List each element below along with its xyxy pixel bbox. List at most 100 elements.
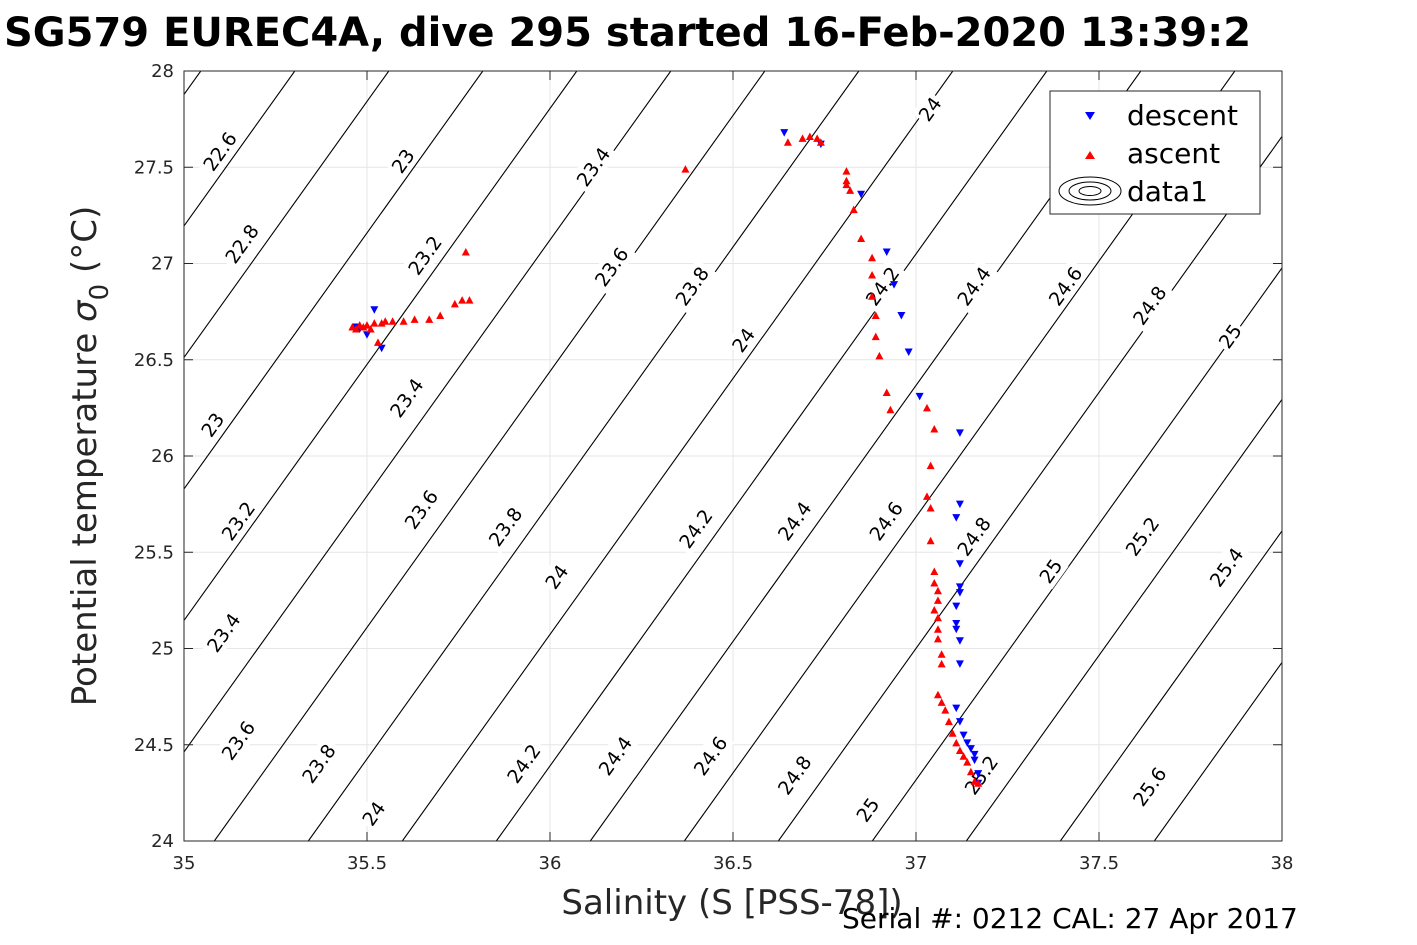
ascent-point [933, 613, 942, 622]
descent-point [780, 129, 789, 137]
ascent-point [366, 324, 375, 333]
isopycnal-line [871, 267, 1282, 841]
descent-point [970, 750, 979, 759]
legend-box [1049, 90, 1261, 215]
ascent-point [352, 324, 361, 333]
ascent-point [955, 746, 964, 755]
ascent-point [373, 338, 382, 346]
ascent-point [805, 132, 814, 140]
contour-label-bg [480, 499, 530, 554]
isopycnal-line [184, 71, 390, 359]
contour-label-bg [587, 239, 636, 295]
ascent-point [948, 729, 957, 737]
isopycnal-line [0, 71, 13, 841]
contour-label-bg [590, 728, 640, 784]
ascent-point [937, 659, 946, 668]
y-axis-label-sigma: σ [65, 299, 105, 322]
descent-point [952, 619, 961, 628]
descent-point [882, 248, 891, 256]
contour-label-bg [1125, 759, 1174, 814]
descent-point [952, 602, 961, 611]
ascent-point [857, 234, 866, 242]
descent-point [955, 660, 964, 668]
ascent-point [926, 461, 935, 470]
descent-point [857, 190, 866, 199]
ascent-point [952, 738, 961, 747]
contour-label-bg [1032, 552, 1069, 590]
isopycnal-line [495, 71, 1048, 841]
ascent-point [930, 425, 939, 433]
ascent-point [842, 176, 851, 185]
descent-point [377, 344, 386, 353]
y-tick-label: 27.5 [134, 157, 174, 178]
contour-label-bg [667, 258, 717, 314]
x-tick-label: 37.5 [1079, 853, 1119, 874]
contour-label-bg [770, 747, 819, 803]
isopycnal-line [184, 71, 578, 622]
ascent-point [930, 567, 939, 575]
y-tick-label: 26 [151, 446, 174, 467]
isopycnal-line [589, 71, 1142, 841]
ascent-point [461, 247, 470, 256]
isopycnal-line [401, 71, 954, 841]
ascent-point [930, 606, 939, 614]
descent-point [970, 756, 979, 765]
contour-label-bg [1125, 277, 1174, 333]
ascent-point [846, 186, 855, 194]
ascent-point [933, 586, 942, 595]
y-tick-label: 25.5 [134, 542, 174, 563]
contour-label-bg [956, 747, 1006, 803]
descent-point [897, 311, 906, 320]
contour-label-bg [1201, 539, 1251, 595]
ascent-point [381, 317, 390, 325]
ascent-point [370, 319, 379, 327]
axis-ticks: 35 35.5 36 36.5 37 37.5 38 24 24.5 25 25.5 26 26.5 27… [134, 61, 1294, 874]
ascent-point [849, 205, 858, 214]
legend-data1-marker [1058, 176, 1122, 206]
x-tick-label: 37 [905, 853, 928, 874]
x-tick-label: 36 [539, 853, 562, 874]
contour-label-bg [849, 791, 886, 828]
ascent-point [377, 319, 386, 327]
contour-label-bg [568, 139, 618, 194]
descent-point [952, 704, 961, 713]
y-axis-label: Potential temperature σ0 (°C) [65, 206, 115, 706]
x-tick-label: 38 [1271, 853, 1294, 874]
ascent-point [933, 625, 942, 633]
descent-point [955, 429, 964, 437]
ascent-point [944, 717, 953, 726]
y-tick-label: 26.5 [134, 350, 174, 371]
ascent-point [816, 138, 825, 146]
ascent-point [933, 634, 942, 643]
ascent-point [871, 332, 880, 341]
ascent-point [868, 292, 877, 300]
ascent-point [363, 321, 371, 329]
ascent-point [875, 351, 884, 360]
ascent-point [937, 698, 946, 706]
x-axis-label: Salinity (S [PSS-78]) [561, 883, 902, 923]
descent-point [890, 281, 899, 289]
ascent-point [783, 138, 792, 146]
contour-label-bg [213, 493, 263, 549]
legend-ascent-marker [1085, 151, 1095, 159]
ascent-point [871, 311, 880, 319]
contour-label-bg [911, 90, 948, 128]
descent-point [955, 500, 964, 509]
isopycnal-line [965, 398, 1282, 841]
ascent-point [966, 767, 975, 776]
ascent-point [359, 323, 368, 331]
y-axis-label-sub: 0 [85, 284, 115, 301]
isopycnal-line [213, 71, 766, 841]
contour-label-bg [1040, 258, 1090, 314]
ascent-point [399, 317, 408, 325]
contour-label-bg [194, 406, 231, 443]
ascent-point [937, 650, 946, 658]
contour-label-bg [538, 558, 575, 596]
ascent-point [922, 492, 931, 500]
isopycnal-line [1153, 661, 1282, 841]
ascent-point [868, 271, 877, 279]
series-ascent [348, 132, 983, 787]
isopycnal-line [1059, 530, 1282, 841]
descent-point [955, 637, 964, 645]
